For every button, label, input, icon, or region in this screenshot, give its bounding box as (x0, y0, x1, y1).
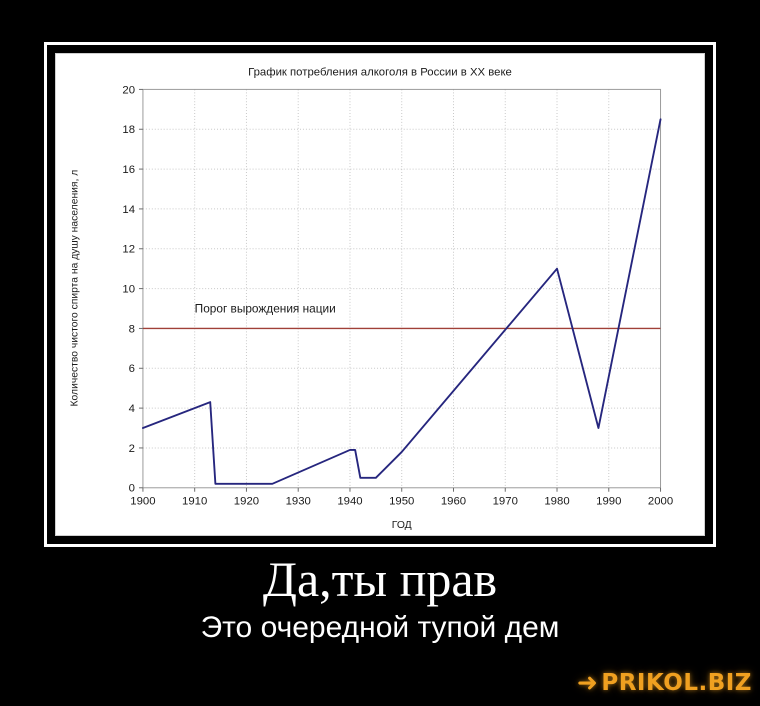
x-tick-label: 1930 (286, 496, 311, 508)
y-tick-label: 2 (129, 443, 135, 455)
y-tick-label: 8 (129, 323, 135, 335)
caption-sub-text: Это очередной тупой дем (200, 611, 560, 644)
y-tick-label: 14 (122, 204, 135, 216)
chart-title: График потребления алкоголя в России в X… (248, 67, 512, 79)
caption-main-text: Да,ты прав (262, 551, 498, 607)
y-tick-label: 6 (129, 363, 135, 375)
x-axis-label: ГОД (392, 520, 412, 531)
y-tick-label: 4 (129, 403, 135, 415)
y-tick-label: 18 (122, 124, 135, 136)
y-axis-label: Количество чистого спирта на душу населе… (70, 170, 81, 407)
y-axis-ticks: 0 2 4 6 8 10 12 14 16 18 20 (122, 84, 143, 495)
x-tick-label: 1990 (596, 496, 621, 508)
x-tick-label: 1900 (130, 496, 155, 508)
x-axis-ticks: 1900 1910 1920 1930 1940 1950 1960 1970 1980 1990… (130, 487, 673, 508)
chart-frame-inner: График потребления алкоголя в России в X… (55, 53, 705, 536)
x-tick-label: 1920 (234, 496, 259, 508)
y-tick-label: 12 (122, 244, 135, 256)
y-tick-label: 20 (122, 84, 135, 96)
x-tick-label: 1950 (389, 496, 414, 508)
x-tick-label: 2000 (648, 496, 673, 508)
y-tick-label: 16 (122, 164, 135, 176)
chart-background (56, 54, 704, 535)
arrow-right-icon: ➜ (576, 667, 599, 697)
x-tick-label: 1960 (441, 496, 466, 508)
y-tick-label: 10 (122, 284, 135, 296)
chart-area: График потребления алкоголя в России в X… (56, 54, 704, 535)
threshold-label: Порог вырождения нации (195, 302, 336, 316)
watermark-text: PRIKOL.BIZ (601, 670, 752, 696)
y-tick-label: 0 (129, 483, 135, 495)
x-tick-label: 1980 (544, 496, 569, 508)
data-series-line (141, 118, 662, 485)
x-tick-label: 1970 (493, 496, 518, 508)
watermark: ➜ PRIKOL.BIZ (576, 667, 752, 697)
chart-frame: График потребления алкоголя в России в X… (44, 42, 716, 547)
alcohol-consumption-line-chart: График потребления алкоголя в России в X… (56, 54, 704, 535)
x-tick-label: 1940 (337, 496, 362, 508)
x-tick-label: 1910 (182, 496, 207, 508)
